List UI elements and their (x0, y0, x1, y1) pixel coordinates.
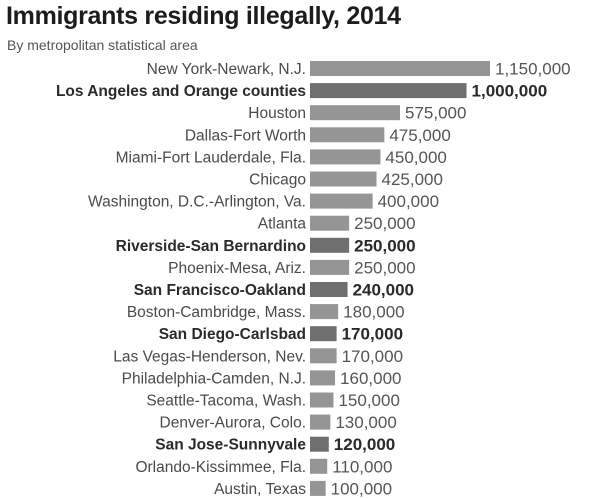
category-label: Boston-Cambridge, Mass. (127, 304, 306, 321)
category-label: Atlanta (258, 216, 307, 233)
category-label: Philadelphia-Camden, N.J. (122, 370, 306, 387)
value-label: 250,000 (354, 236, 415, 255)
category-label: Chicago (249, 172, 306, 189)
category-label: Los Angeles and Orange counties (56, 83, 306, 100)
category-label: Seattle-Tacoma, Wash. (146, 393, 306, 410)
value-label: 180,000 (343, 303, 404, 322)
bar (310, 237, 350, 253)
category-label: Houston (248, 105, 306, 122)
value-label: 400,000 (378, 192, 439, 211)
category-label: San Jose-Sunnyvale (155, 437, 306, 454)
value-label: 250,000 (354, 258, 415, 277)
bar (310, 458, 328, 474)
bar (310, 171, 377, 187)
category-label: New York-Newark, N.J. (147, 61, 306, 78)
value-label: 475,000 (389, 126, 450, 145)
category-label: San Francisco-Oakland (134, 282, 306, 299)
value-label: 120,000 (334, 435, 395, 454)
category-label: Orlando-Kissimmee, Fla. (135, 459, 306, 476)
bar (310, 326, 337, 342)
bar (310, 370, 336, 386)
category-label: Austin, Texas (214, 481, 306, 498)
value-label: 240,000 (353, 281, 414, 300)
category-label: Miami-Fort Lauderdale, Fla. (116, 149, 306, 166)
bar (310, 348, 337, 364)
value-label: 1,000,000 (472, 82, 548, 101)
bar (310, 127, 385, 143)
value-label: 170,000 (342, 325, 403, 344)
value-label: 575,000 (405, 104, 466, 123)
bar (310, 282, 348, 297)
chart-subtitle: By metropolitan statistical area (7, 37, 198, 53)
bar (310, 436, 329, 452)
value-label: 1,150,000 (495, 60, 571, 79)
category-label: Phoenix-Mesa, Ariz. (168, 260, 306, 277)
bar (310, 480, 326, 496)
value-label: 160,000 (340, 369, 401, 388)
bar (310, 304, 339, 320)
category-label: Washington, D.C.-Arlington, Va. (88, 194, 306, 211)
category-label: San Diego-Carlsbad (159, 326, 306, 343)
bar (310, 215, 350, 231)
value-label: 250,000 (354, 214, 415, 233)
bar (310, 193, 373, 209)
bar (310, 392, 334, 408)
category-label: Las Vegas-Henderson, Nev. (113, 348, 306, 365)
bar (310, 259, 350, 275)
category-label: Riverside-San Bernardino (116, 238, 306, 255)
bar (310, 149, 381, 165)
value-label: 170,000 (342, 347, 403, 366)
value-label: 150,000 (338, 391, 399, 410)
value-label: 100,000 (331, 479, 392, 498)
category-label: Dallas-Fort Worth (185, 127, 306, 144)
value-label: 450,000 (385, 148, 446, 167)
value-label: 110,000 (332, 457, 392, 476)
value-label: 425,000 (382, 170, 443, 189)
bar (310, 83, 467, 99)
chart-title: Immigrants residing illegally, 2014 (6, 2, 401, 30)
category-label: Denver-Aurora, Colo. (160, 415, 306, 432)
bar (310, 61, 490, 76)
value-label: 130,000 (335, 413, 396, 432)
bar (310, 414, 331, 430)
bar (310, 105, 400, 121)
